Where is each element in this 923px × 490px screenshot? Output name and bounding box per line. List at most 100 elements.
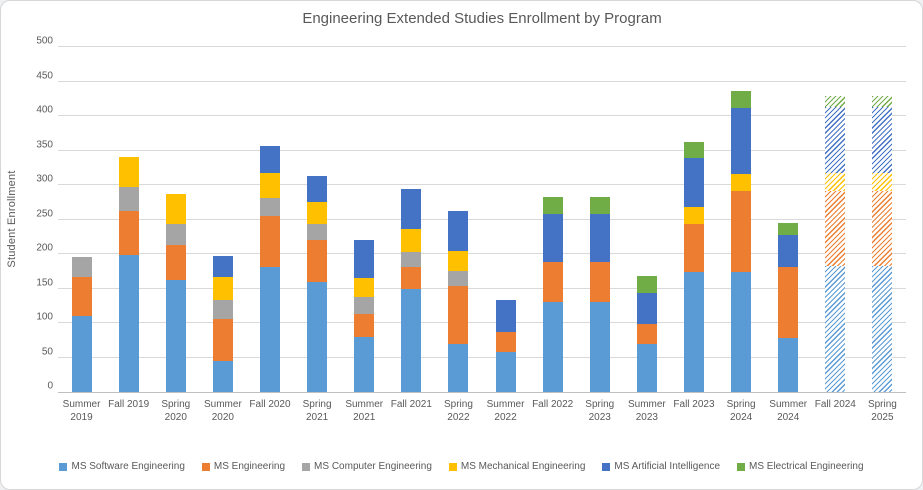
gridline [58,287,906,289]
bar-segment [259,267,280,392]
x-category-label: Fall 2024 [814,399,856,410]
bar-segment [778,234,799,268]
stacked-bar [589,197,610,392]
stacked-bar [683,141,704,392]
stacked-bar [731,90,752,392]
stacked-bar [872,96,893,392]
category-slot [623,47,670,392]
bar-segment [683,141,704,159]
y-tick-label: 100 [36,311,53,323]
gridline [58,356,906,358]
category-slot [435,47,482,392]
bar-segment-forecast [825,172,846,192]
y-tick-label: 0 [47,380,53,392]
bar-segment-forecast [825,191,846,267]
x-category-label: Summer 2020 [203,399,242,423]
bar-segment [165,245,186,280]
category-slot [859,47,906,392]
bar-segment [212,300,233,319]
bar-segment [354,314,375,337]
stacked-bar [448,211,469,392]
category-slot [294,47,341,392]
stacked-bar [71,257,92,392]
x-category-label: Spring 2023 [585,399,615,423]
bar-segment [778,222,799,235]
bar-segment [731,107,752,174]
bar-segment [259,173,280,199]
bar-segment [354,296,375,315]
category-slot [58,47,105,392]
category-slot [529,47,576,392]
x-category-label: Fall 2019 [108,399,150,410]
bar-segment [683,207,704,225]
bar-segment [259,146,280,174]
legend-swatch-icon [201,462,210,471]
bar-segment [165,279,186,392]
bar-segment [401,229,422,252]
x-category-label: Fall 2023 [673,399,715,410]
stacked-bar [401,189,422,392]
bar-segment [542,262,563,303]
bar-segment [731,271,752,392]
stacked-bar [825,96,846,392]
category-slot [246,47,293,392]
legend-item: MS Computer Engineering [302,461,432,472]
category-slot [341,47,388,392]
bar-segment [354,336,375,392]
x-category-label: Summer 2024 [769,399,808,423]
category-slot [718,47,765,392]
bar-segment-forecast [872,172,893,192]
x-category-label: Summer 2021 [345,399,384,423]
bar-segment [731,90,752,108]
legend-item: MS Mechanical Engineering [448,461,585,472]
bar-segment [683,271,704,392]
gridline [58,115,906,116]
gridline [58,80,906,82]
bar-segment [401,288,422,392]
bar-segment [118,156,139,188]
category-slot [670,47,717,392]
bar-segment [495,331,516,352]
bar-segment [259,216,280,268]
bar-segment-forecast [825,107,846,173]
x-category-label: Fall 2021 [390,399,432,410]
legend-item: MS Software Engineering [59,461,185,472]
bar-segment [778,338,799,392]
bar-segment-forecast [825,96,846,108]
bar-segment [589,214,610,263]
x-category-label: Spring 2020 [161,399,191,423]
x-category-label: Summer 2022 [486,399,525,423]
bar-segment [778,267,799,339]
bar-segment [448,271,469,286]
bar-segment [165,193,186,225]
y-tick-label: 50 [41,346,53,357]
bar-segment [448,211,469,251]
x-category-label: Fall 2022 [532,399,574,410]
bar-segment [448,250,469,272]
legend-swatch-icon [59,462,68,471]
y-tick-label: 450 [36,70,53,81]
bar-segment [307,240,328,282]
y-tick-label: 300 [36,173,53,185]
gridline [58,184,906,185]
category-slot [576,47,623,392]
bar-segment [118,211,139,256]
bar-segment [683,224,704,272]
stacked-bar [165,193,186,392]
x-category-label: Spring 2024 [726,399,756,423]
stacked-bar [495,300,516,392]
bar-segment [118,187,139,212]
bar-segment [542,197,563,214]
legend-swatch-icon [302,462,311,471]
bar-segment [636,324,657,344]
x-category-label: Spring 2021 [302,399,332,423]
gridline [58,322,906,323]
bar-segment [354,278,375,297]
bar-segment [212,276,233,301]
x-category-label: Summer 2019 [62,399,101,423]
bar-segment [165,224,186,246]
legend-item: MS Artificial Intelligence [602,461,720,472]
bar-segment [307,176,328,203]
bar-segment [636,276,657,294]
